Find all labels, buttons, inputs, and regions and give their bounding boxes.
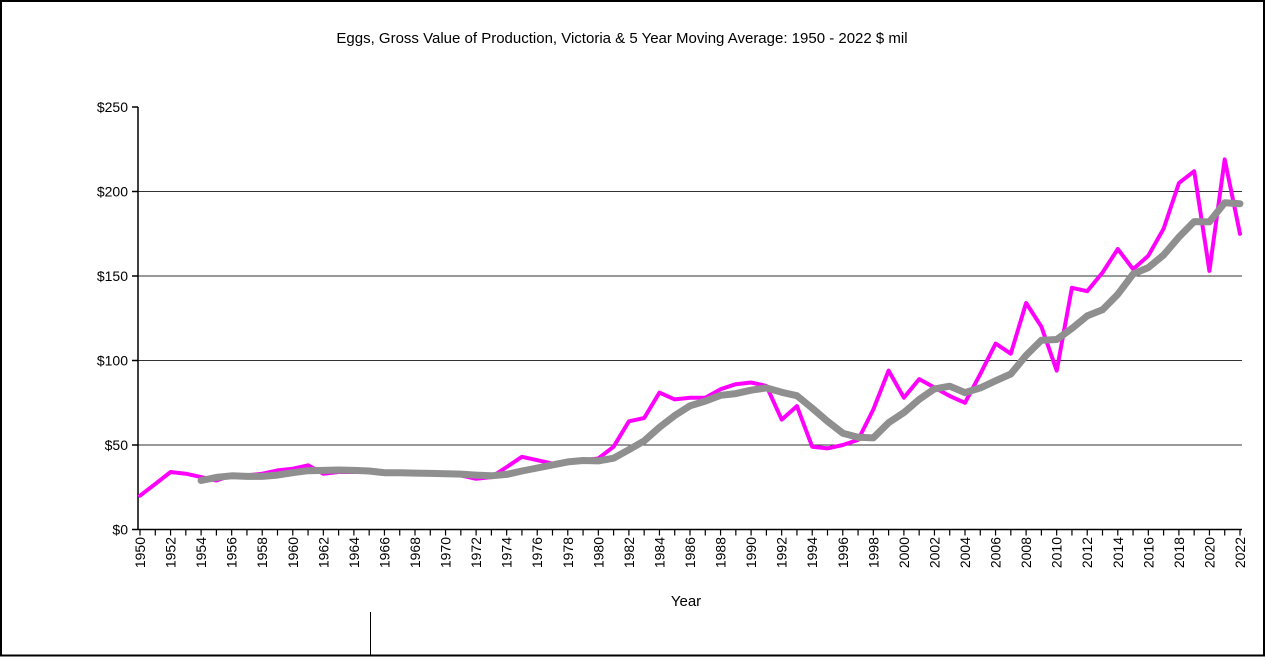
x-tick-label: 1990 — [743, 537, 759, 568]
x-tick-label: 2016 — [1140, 537, 1156, 568]
x-tick-label: 2004 — [957, 537, 973, 568]
x-tick-label: 1970 — [438, 537, 454, 568]
x-tick-label: 1968 — [407, 537, 423, 568]
y-tick-label: $150 — [97, 268, 128, 284]
y-tick-label: $50 — [105, 437, 129, 453]
x-tick-label: 1974 — [499, 537, 515, 568]
y-tick-label: $250 — [97, 99, 128, 115]
x-tick-label: 2018 — [1171, 537, 1187, 568]
x-axis-title: Year — [671, 593, 701, 610]
x-tick-label: 1952 — [163, 537, 179, 568]
x-tick-label: 1958 — [254, 537, 270, 568]
x-tick-label: 1966 — [376, 537, 392, 568]
x-tick-label: 2008 — [1018, 537, 1034, 568]
plot-area: $0 $50 $100 $150 $200 $250 1950 1952 1954 1956 195… — [97, 99, 1248, 568]
y-tick-label: $200 — [97, 184, 128, 200]
x-tick-label: 1984 — [651, 537, 667, 568]
x-tick-label: 1998 — [865, 537, 881, 568]
x-tick-label: 1962 — [315, 537, 331, 568]
x-tick-label: 2014 — [1110, 537, 1126, 568]
y-tick-label: $0 — [112, 522, 128, 538]
x-tick-label: 1954 — [193, 537, 209, 568]
x-tick-label: 1972 — [468, 537, 484, 568]
x-tick-label: 2022 — [1232, 537, 1248, 568]
x-tick-label: 2006 — [988, 537, 1004, 568]
x-tick-label: 1996 — [835, 537, 851, 568]
x-tick-label: 1982 — [621, 537, 637, 568]
x-tick-label: 1988 — [713, 537, 729, 568]
x-tick-label: 1992 — [774, 537, 790, 568]
x-tick-label: 2002 — [926, 537, 942, 568]
x-tick-label: 1960 — [285, 537, 301, 568]
chart-title: Eggs, Gross Value of Production, Victori… — [336, 30, 907, 47]
x-tick-label: 1980 — [590, 537, 606, 568]
x-tick-label: 1976 — [529, 537, 545, 568]
y-tick-label: $100 — [97, 353, 128, 369]
x-tick-label: 2000 — [896, 537, 912, 568]
x-tick-label: 1956 — [224, 537, 240, 568]
x-tick-label: 1964 — [346, 537, 362, 568]
x-tick-label: 1994 — [804, 537, 820, 568]
x-tick-label: 1950 — [132, 537, 148, 568]
series-line-moving-average — [197, 199, 1244, 484]
x-tick-label: 1986 — [682, 537, 698, 568]
x-tick-label: 2012 — [1079, 537, 1095, 568]
x-tick-label: 1978 — [560, 537, 576, 568]
x-tick-label: 2020 — [1201, 537, 1217, 568]
x-tick-label: 2010 — [1049, 537, 1065, 568]
